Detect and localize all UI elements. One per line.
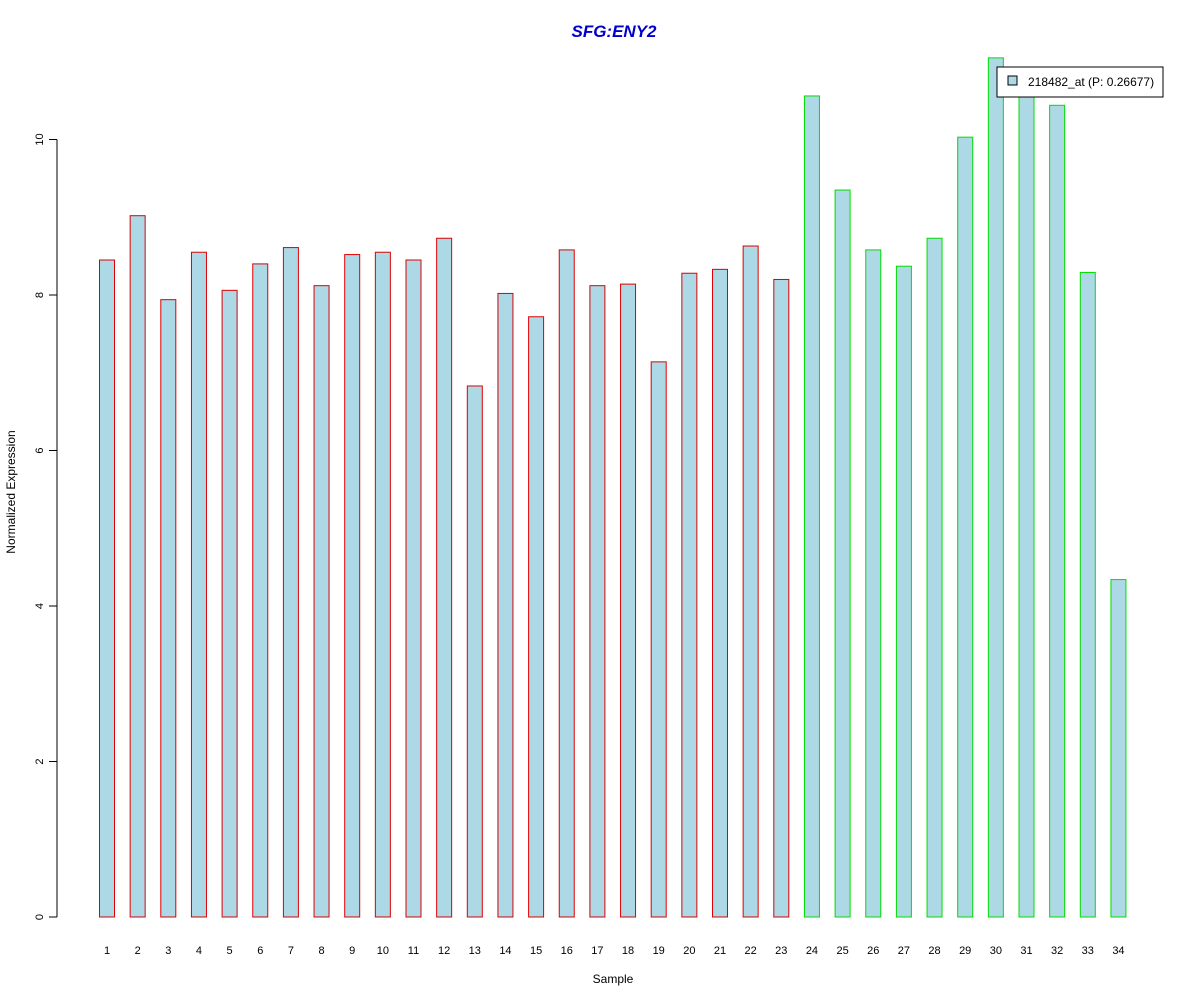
x-tick-label: 12 — [438, 945, 450, 957]
x-tick-label: 17 — [591, 945, 603, 957]
bar — [987, 57, 1004, 918]
bar — [1079, 271, 1096, 918]
x-tick-label: 7 — [288, 945, 294, 957]
bar — [803, 95, 820, 918]
legend-swatch — [1007, 75, 1018, 86]
x-tick-label: 19 — [653, 945, 665, 957]
bar — [252, 263, 269, 918]
y-axis-title: Normalized Expression — [4, 430, 18, 553]
x-tick-label: 25 — [836, 945, 848, 957]
x-tick-label: 27 — [898, 945, 910, 957]
y-tick-label: 8 — [34, 292, 46, 298]
x-tick-label: 22 — [745, 945, 757, 957]
bar — [466, 385, 483, 918]
bar — [558, 249, 575, 918]
x-tick-label: 14 — [499, 945, 511, 957]
x-axis-tick-labels: 1 2 3 4 5 6 7 8 9 10 11 12 13 14 15 16 17 18 19 20 21 22 23 24 2… — [104, 945, 1125, 957]
bar — [957, 136, 974, 918]
x-tick-label: 33 — [1082, 945, 1094, 957]
x-tick-label: 10 — [377, 945, 389, 957]
y-tick-label: 2 — [34, 758, 46, 764]
chart-title: SFG:ENY2 — [571, 22, 657, 41]
bar — [712, 268, 728, 918]
legend: 218482_at (P: 0.26677) — [996, 66, 1164, 98]
bar — [742, 245, 759, 918]
x-tick-label: 32 — [1051, 945, 1063, 957]
bar — [926, 237, 943, 918]
legend-label: 218482_at (P: 0.26677) — [1028, 75, 1154, 89]
x-tick-label: 1 — [104, 945, 110, 957]
bar — [650, 361, 667, 918]
y-tick-label: 10 — [34, 133, 46, 145]
x-tick-label: 9 — [349, 945, 355, 957]
x-tick-label: 29 — [959, 945, 971, 957]
x-tick-label: 24 — [806, 945, 818, 957]
bar — [834, 189, 851, 918]
bar — [436, 237, 453, 918]
x-tick-label: 20 — [683, 945, 695, 957]
x-tick-label: 28 — [928, 945, 940, 957]
bar — [160, 299, 177, 918]
y-axis: 0 2 4 6 8 10 — [34, 133, 58, 920]
bar — [497, 292, 514, 918]
bar — [405, 259, 422, 918]
bar — [1049, 104, 1066, 918]
x-tick-label: 8 — [318, 945, 324, 957]
x-tick-label: 31 — [1020, 945, 1032, 957]
bar — [589, 285, 606, 918]
bar — [129, 215, 146, 918]
x-tick-label: 15 — [530, 945, 542, 957]
x-tick-label: 26 — [867, 945, 879, 957]
x-tick-label: 23 — [775, 945, 787, 957]
bar — [374, 251, 391, 918]
bar — [344, 254, 361, 918]
bar — [221, 289, 238, 918]
x-tick-label: 3 — [165, 945, 171, 957]
y-tick-label: 0 — [34, 914, 46, 920]
y-tick-label: 6 — [34, 447, 46, 453]
x-tick-label: 2 — [135, 945, 141, 957]
bar — [1110, 579, 1127, 918]
bar — [282, 247, 299, 918]
bar-series — [99, 57, 1127, 918]
x-tick-label: 6 — [257, 945, 263, 957]
bar — [773, 278, 790, 918]
bar — [190, 251, 207, 918]
legend-box — [996, 66, 1164, 98]
x-tick-label: 34 — [1112, 945, 1124, 957]
x-axis-title: Sample — [593, 972, 634, 986]
bar — [620, 283, 637, 918]
bar — [865, 249, 882, 918]
x-tick-label: 5 — [227, 945, 233, 957]
x-tick-label: 18 — [622, 945, 634, 957]
x-tick-label: 21 — [714, 945, 726, 957]
bar — [313, 285, 330, 918]
x-tick-label: 4 — [196, 945, 202, 957]
bar — [681, 272, 698, 918]
y-tick-label: 4 — [34, 603, 46, 609]
x-tick-label: 30 — [990, 945, 1002, 957]
bar — [528, 316, 545, 918]
x-tick-label: 16 — [561, 945, 573, 957]
x-tick-label: 11 — [408, 945, 419, 957]
bar — [1018, 90, 1035, 918]
x-tick-label: 13 — [469, 945, 481, 957]
bar — [99, 259, 115, 918]
bar — [895, 265, 912, 918]
